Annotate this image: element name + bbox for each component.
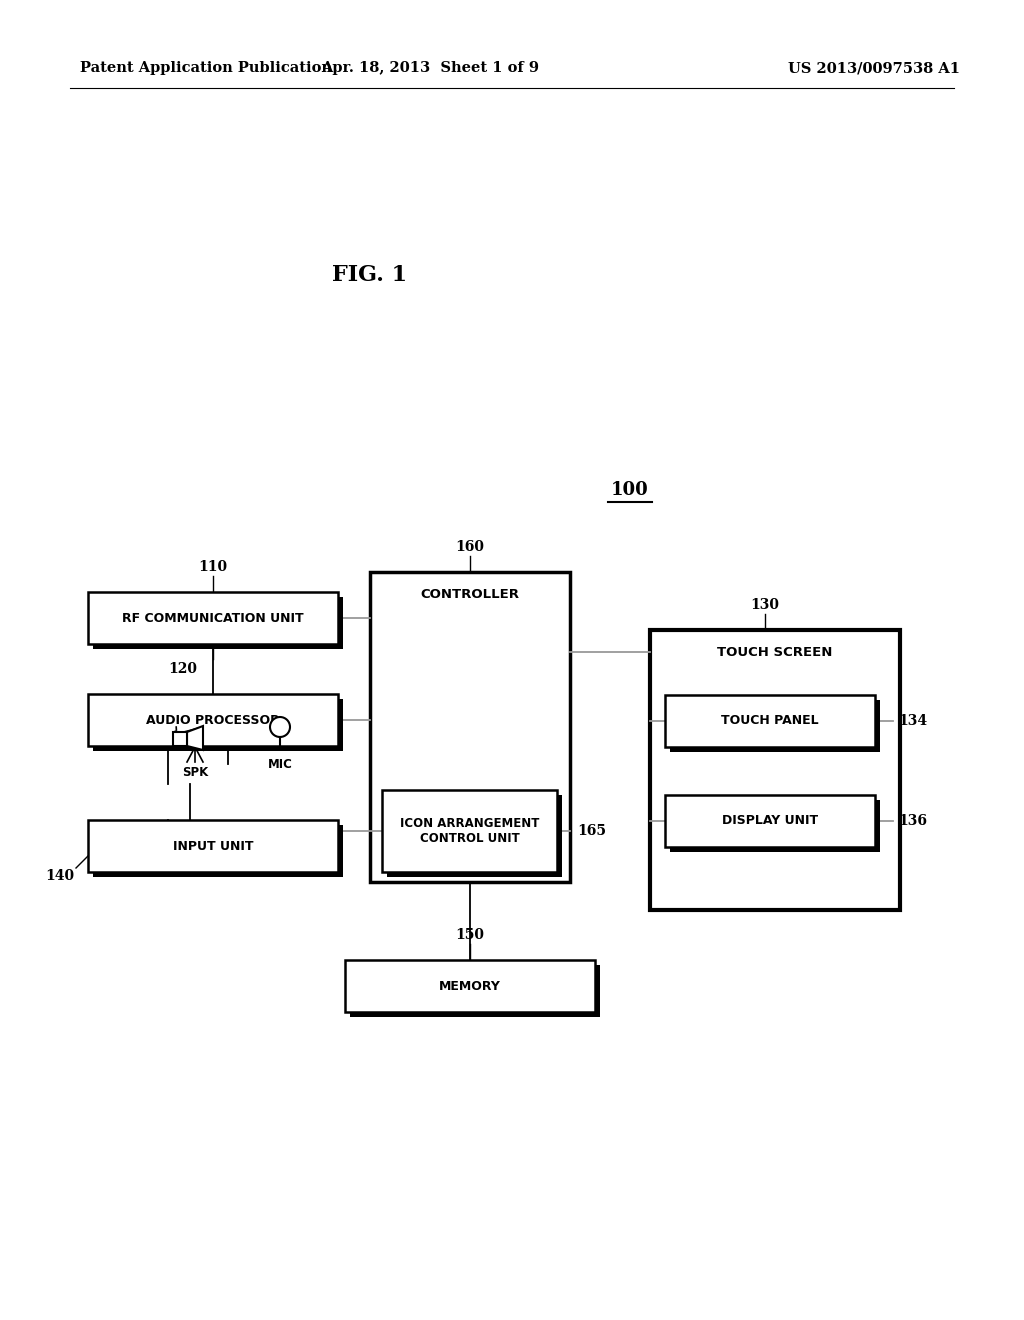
Bar: [93, 597, 343, 649]
Text: MEMORY: MEMORY: [439, 979, 501, 993]
Bar: [387, 795, 562, 876]
Text: 120: 120: [169, 663, 198, 676]
Polygon shape: [173, 733, 187, 746]
Text: Apr. 18, 2013  Sheet 1 of 9: Apr. 18, 2013 Sheet 1 of 9: [321, 61, 539, 75]
Text: TOUCH PANEL: TOUCH PANEL: [721, 714, 819, 727]
Text: 134: 134: [898, 714, 928, 729]
Text: MIC: MIC: [267, 759, 293, 771]
Text: SPK: SPK: [182, 766, 208, 779]
Bar: [88, 694, 338, 746]
Polygon shape: [177, 729, 200, 748]
Polygon shape: [187, 726, 203, 750]
Text: 140: 140: [45, 869, 75, 883]
Text: FIG. 1: FIG. 1: [333, 264, 408, 286]
Text: US 2013/0097538 A1: US 2013/0097538 A1: [788, 61, 961, 75]
Bar: [670, 800, 880, 851]
Text: 160: 160: [456, 540, 484, 554]
Text: AUDIO PROCESSOR: AUDIO PROCESSOR: [146, 714, 280, 726]
Bar: [350, 965, 600, 1016]
Bar: [665, 696, 874, 747]
Bar: [88, 591, 338, 644]
Text: Patent Application Publication: Patent Application Publication: [80, 61, 332, 75]
Text: ICON ARRANGEMENT
CONTROL UNIT: ICON ARRANGEMENT CONTROL UNIT: [399, 817, 540, 845]
Bar: [382, 789, 557, 873]
Text: INPUT UNIT: INPUT UNIT: [173, 840, 253, 853]
Text: 110: 110: [199, 560, 227, 574]
Text: RF COMMUNICATION UNIT: RF COMMUNICATION UNIT: [122, 611, 304, 624]
Bar: [88, 820, 338, 873]
Text: 136: 136: [898, 814, 928, 828]
Bar: [370, 572, 570, 882]
Text: TOUCH SCREEN: TOUCH SCREEN: [718, 645, 833, 659]
Text: 165: 165: [578, 824, 606, 838]
Bar: [665, 795, 874, 847]
Text: CONTROLLER: CONTROLLER: [421, 587, 519, 601]
Text: DISPLAY UNIT: DISPLAY UNIT: [722, 814, 818, 828]
Text: 130: 130: [751, 598, 779, 612]
Bar: [650, 630, 900, 909]
Text: 150: 150: [456, 928, 484, 942]
Bar: [670, 700, 880, 752]
Bar: [93, 825, 343, 876]
Bar: [93, 700, 343, 751]
Bar: [345, 960, 595, 1012]
Circle shape: [270, 717, 290, 737]
Text: 100: 100: [611, 480, 649, 499]
